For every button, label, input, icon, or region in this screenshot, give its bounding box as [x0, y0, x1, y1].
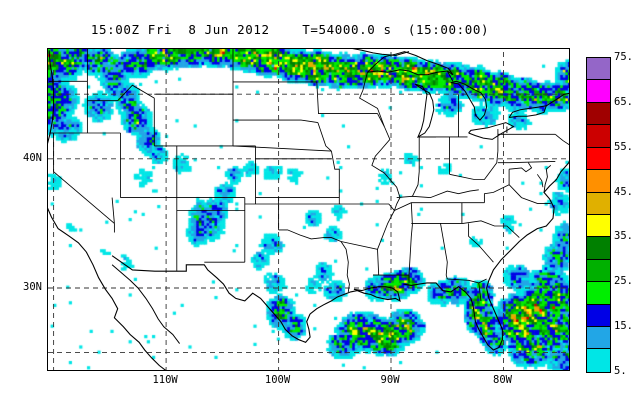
colorbar-tick-label: 65.	[614, 95, 633, 108]
colorbar-band	[587, 327, 610, 350]
y-axis-tick-label: 40N	[23, 151, 42, 164]
colorbar-band	[587, 237, 610, 260]
colorbar-band	[587, 282, 610, 305]
colorbar-tick-label: 35.	[614, 230, 633, 243]
colorbar-band	[587, 192, 610, 215]
colorbar-tick-label: 45.	[614, 185, 633, 198]
colorbar-band	[587, 102, 610, 126]
colorbar-band	[587, 214, 610, 238]
colorbar-band	[587, 304, 610, 328]
colorbar-tick-label: 55.	[614, 140, 633, 153]
x-axis-tick-label: 80W	[493, 374, 512, 386]
x-axis-tick-label: 100W	[264, 374, 291, 386]
x-axis-tick-label: 90W	[380, 374, 400, 386]
radar-reflectivity-layer	[48, 49, 569, 370]
colorbar-band	[587, 125, 610, 148]
colorbar-tick-label: 75.	[614, 51, 633, 63]
page-title: 15:00Z Fri 8 Jun 2012 T=54000.0 s (15:00…	[90, 22, 490, 37]
colorbar-tick-label: 15.	[614, 320, 633, 333]
map-frame	[47, 48, 570, 371]
colorbar-band	[587, 259, 610, 283]
x-axis-tick-label: 110W	[152, 374, 178, 386]
colorbar-tick-label: 5.	[614, 365, 627, 377]
colorbar-band	[587, 147, 610, 171]
colorbar-band	[587, 80, 610, 103]
colorbar-tick-label: 25.	[614, 275, 633, 288]
radar-map[interactable]	[47, 48, 570, 371]
colorbar-band	[587, 170, 610, 193]
colorbar-band	[587, 349, 610, 372]
colorbar[interactable]	[586, 57, 611, 373]
y-axis-tick-label: 30N	[23, 281, 42, 294]
colorbar-band	[587, 58, 610, 81]
